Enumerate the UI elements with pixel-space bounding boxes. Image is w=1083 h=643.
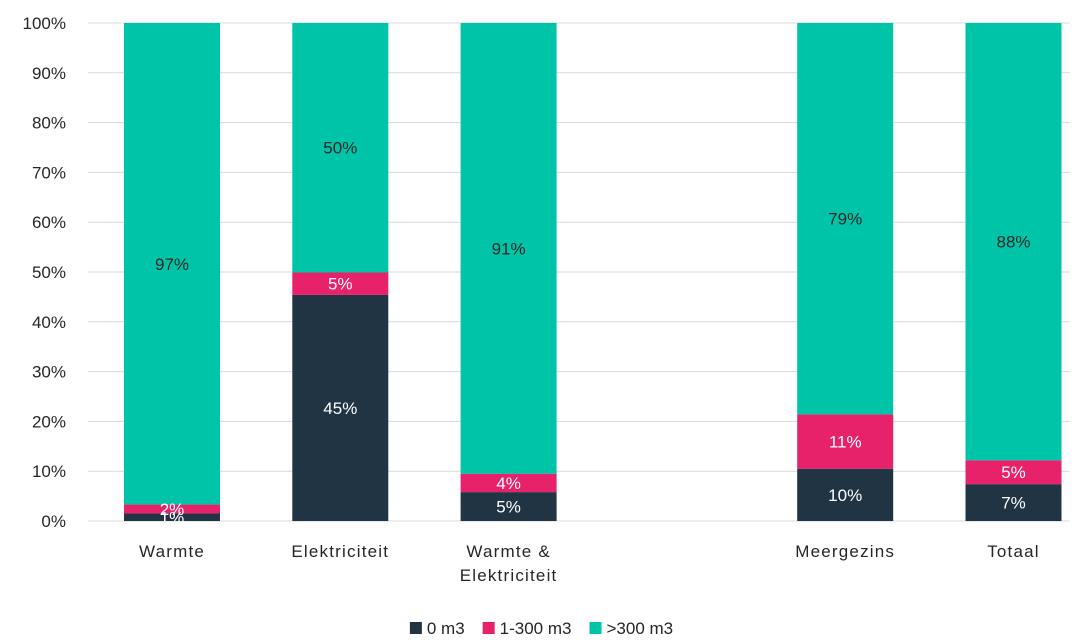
bar-segment-1-300-m3 <box>124 504 220 514</box>
y-tick-label: 20% <box>32 412 66 431</box>
data-label: 7% <box>1001 494 1026 513</box>
bar-segment-0-m3 <box>292 294 389 521</box>
data-labels: 1%2% 97% 45% 5% 50% 5% 4% 91% 10% 11% 79% 7% 5% 88% <box>155 139 1031 528</box>
y-tick-label: 60% <box>32 213 66 232</box>
data-label: 45% <box>323 399 357 418</box>
y-tick-label: 0% <box>41 512 66 531</box>
bar-segment-0-m3 <box>460 492 557 521</box>
data-label: 1% <box>160 508 185 527</box>
data-label: 50% <box>323 139 357 158</box>
data-label: 91% <box>492 239 526 258</box>
y-tick-label: 10% <box>32 462 66 481</box>
y-tick-label: 50% <box>32 263 66 282</box>
data-label: 2% <box>160 500 185 519</box>
x-axis-category-labels: Warmte Elektriciteit Warmte & Elektriciteit… <box>139 542 1040 585</box>
bar-segment-0-m3 <box>124 513 220 521</box>
legend: 0 m3 1-300 m3 >300 m3 <box>409 619 673 638</box>
data-label: 5% <box>328 275 353 294</box>
legend-label: 0 m3 <box>427 619 465 638</box>
gridlines <box>88 22 1070 522</box>
bar-segment-0-m3 <box>797 468 894 521</box>
y-tick-label: 100% <box>23 14 66 33</box>
x-category-label: Warmte <box>139 542 205 561</box>
data-label: 5% <box>496 498 521 517</box>
x-category-label: Warmte & Elektriciteit <box>460 542 558 585</box>
bar-segment-1-300-m3 <box>797 414 894 469</box>
bar-segment-1-300-m3 <box>965 460 1062 485</box>
data-label: 10% <box>828 486 862 505</box>
data-label: 11% <box>829 433 862 452</box>
bar-segment--300-m3 <box>460 23 557 474</box>
legend-swatch <box>482 622 495 634</box>
y-tick-label: 90% <box>32 64 66 83</box>
y-tick-label: 30% <box>32 363 66 382</box>
legend-swatch <box>589 622 602 634</box>
bar-segment--300-m3 <box>124 23 220 505</box>
legend-swatch <box>409 622 422 634</box>
bar-segment-1-300-m3 <box>460 473 557 493</box>
y-axis-tick-labels: 0% 10% 20% 30% 40% 50% 60% 70% 80% 90% 100% <box>23 14 66 531</box>
data-label: 79% <box>828 210 862 229</box>
y-tick-label: 80% <box>32 114 66 133</box>
bar-segment--300-m3 <box>797 23 894 415</box>
data-label: 97% <box>155 255 189 274</box>
y-tick-label: 40% <box>32 313 66 332</box>
bar-segment--300-m3 <box>965 23 1062 461</box>
x-category-label: Totaal <box>987 542 1040 561</box>
bar-segment--300-m3 <box>292 23 389 273</box>
data-label: 4% <box>496 474 521 493</box>
bar-segment-0-m3 <box>965 484 1062 521</box>
legend-label: 1-300 m3 <box>500 619 572 638</box>
bars <box>124 23 1062 521</box>
legend-label: >300 m3 <box>606 619 673 638</box>
data-label: 88% <box>996 233 1030 252</box>
bar-segment-1-300-m3 <box>292 272 389 295</box>
data-label: 5% <box>1001 463 1026 482</box>
x-category-label: Elektriciteit <box>291 542 389 561</box>
x-category-label: Meergezins <box>795 542 895 561</box>
y-tick-label: 70% <box>32 163 66 182</box>
